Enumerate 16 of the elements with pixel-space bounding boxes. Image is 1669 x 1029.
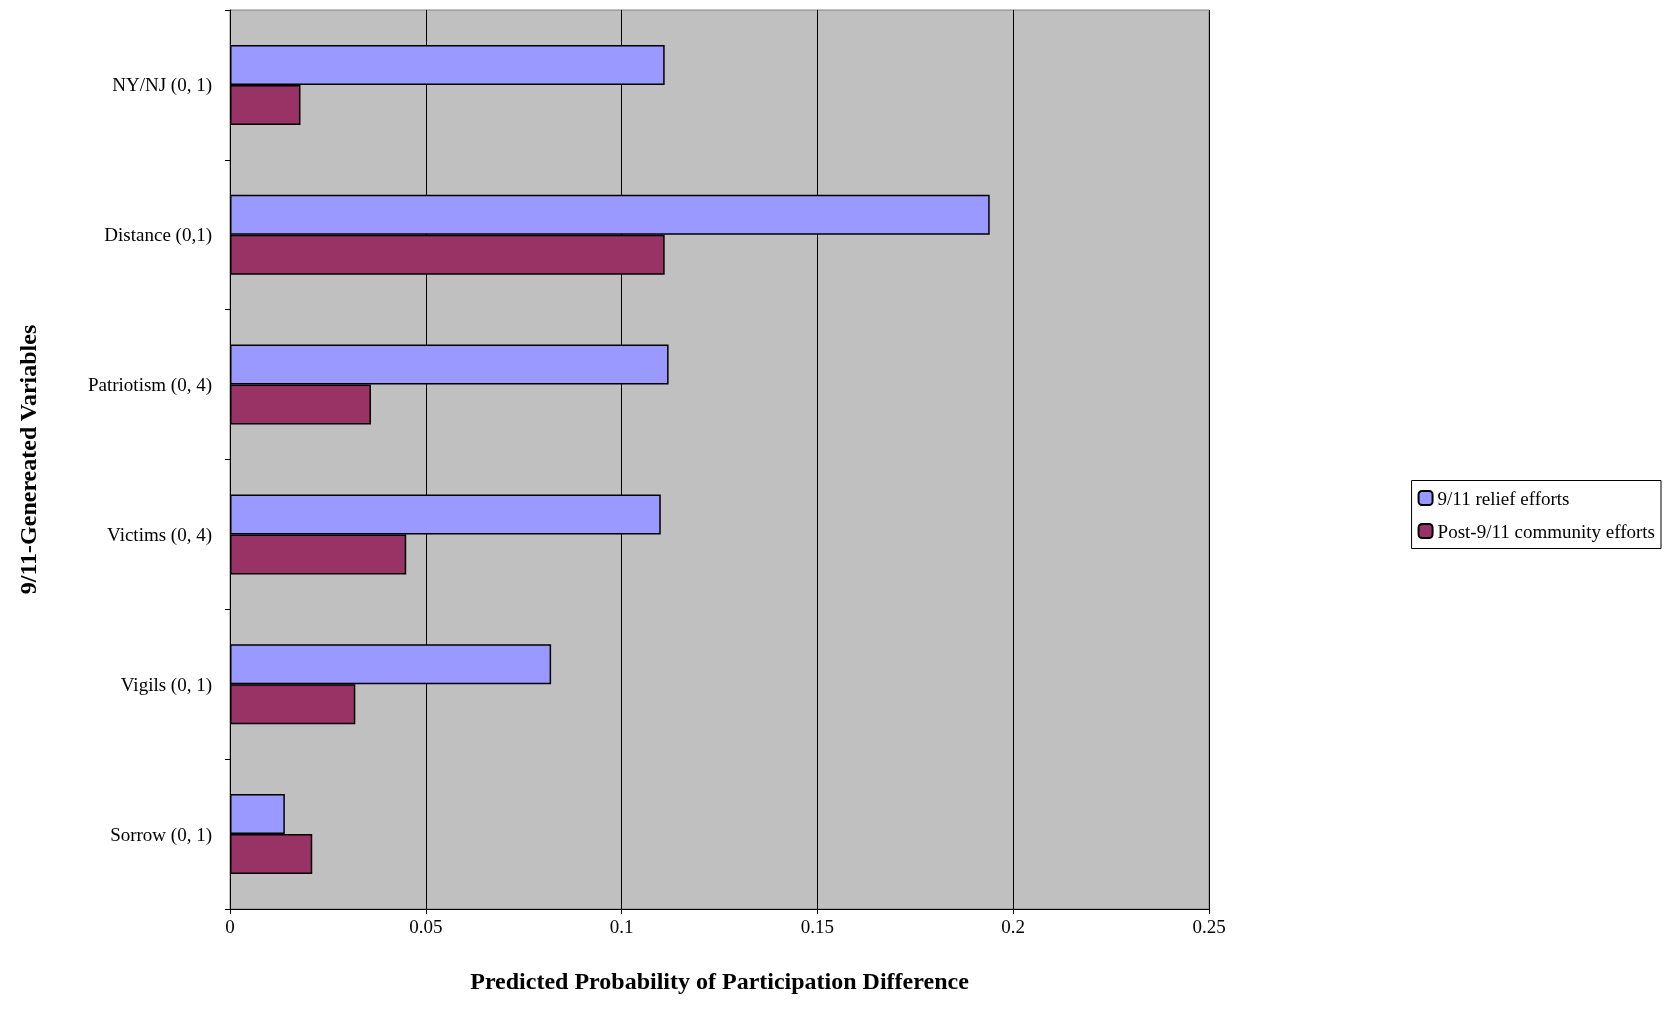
y-tick-label: Victims (0, 4) — [107, 523, 212, 546]
y-tick-label: NY/NJ (0, 1) — [112, 74, 212, 97]
x-tick-label: 0.2 — [1001, 916, 1026, 937]
x-tick-label: 0.05 — [409, 916, 443, 937]
y-axis-title: 9/11-Genereated Variables — [15, 324, 41, 595]
x-tick-label: 0 — [225, 916, 235, 937]
y-tick-label: Patriotism (0, 4) — [87, 374, 212, 397]
x-tick-label: 0.1 — [609, 916, 634, 937]
y-tick-label: Distance (0,1) — [104, 224, 212, 247]
legend-label: Post-9/11 community efforts — [1437, 520, 1655, 542]
x-tick-label: 0.15 — [800, 916, 835, 937]
y-tick-label: Vigils (0, 1) — [120, 673, 212, 696]
y-tick-label: Sorrow (0, 1) — [110, 823, 212, 846]
x-axis-title: Predicted Probability of Participation Difference — [470, 968, 970, 994]
legend-label: 9/11 relief efforts — [1437, 487, 1570, 509]
x-tick-label: 0.25 — [1192, 916, 1226, 937]
